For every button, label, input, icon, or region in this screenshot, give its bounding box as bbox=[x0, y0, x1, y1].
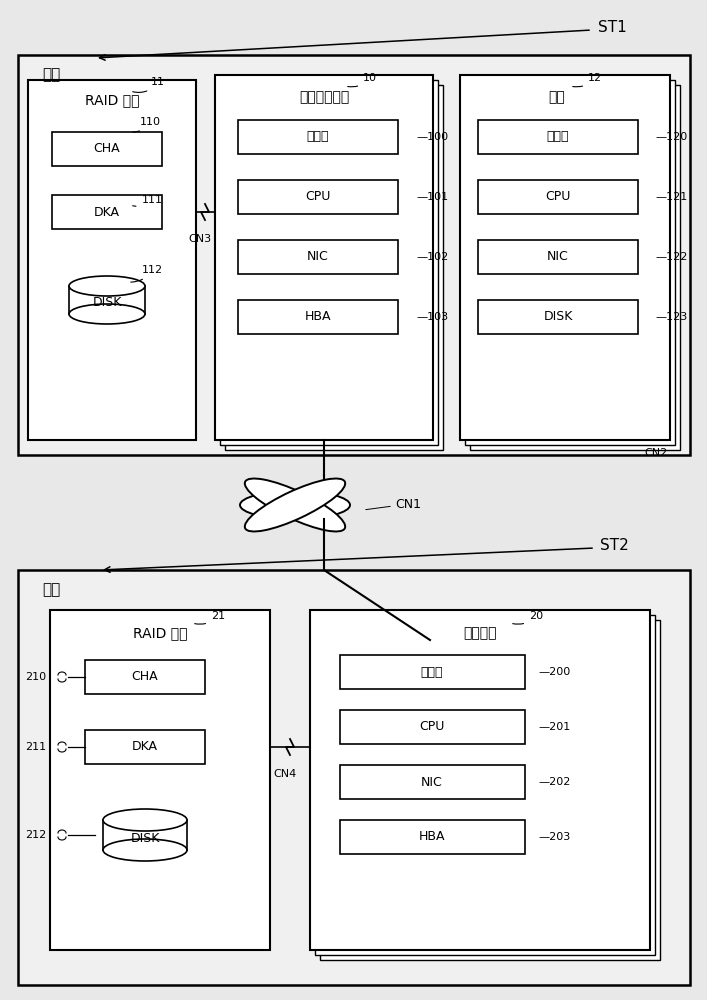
Text: DISK: DISK bbox=[93, 296, 122, 310]
Ellipse shape bbox=[103, 809, 187, 831]
Bar bbox=[52, 195, 162, 229]
Text: —203: —203 bbox=[538, 832, 571, 842]
Bar bbox=[238, 120, 398, 154]
Bar bbox=[238, 240, 398, 274]
Bar bbox=[103, 820, 187, 850]
Text: 21: 21 bbox=[194, 611, 225, 624]
Bar bbox=[478, 240, 638, 274]
Text: 212: 212 bbox=[25, 830, 46, 840]
Text: HBA: HBA bbox=[419, 830, 445, 844]
Text: 110: 110 bbox=[133, 117, 160, 132]
Bar bbox=[215, 75, 433, 440]
Text: 12: 12 bbox=[573, 73, 602, 87]
Bar bbox=[460, 75, 670, 440]
Text: —122: —122 bbox=[655, 252, 687, 262]
Bar bbox=[320, 620, 660, 960]
Text: —200: —200 bbox=[538, 667, 571, 677]
Bar bbox=[340, 765, 525, 799]
Ellipse shape bbox=[240, 491, 350, 519]
Bar bbox=[225, 85, 443, 450]
Ellipse shape bbox=[245, 479, 345, 531]
Text: 存储器: 存储器 bbox=[421, 666, 443, 678]
Ellipse shape bbox=[103, 839, 187, 861]
Bar bbox=[310, 610, 650, 950]
Text: NIC: NIC bbox=[307, 250, 329, 263]
Text: DKA: DKA bbox=[94, 206, 120, 219]
Bar bbox=[470, 85, 680, 450]
Bar bbox=[85, 730, 205, 764]
Text: —101: —101 bbox=[416, 192, 448, 202]
Text: NIC: NIC bbox=[421, 776, 443, 788]
Text: —120: —120 bbox=[655, 132, 687, 142]
Bar bbox=[315, 615, 655, 955]
Bar bbox=[238, 300, 398, 334]
Text: HBA: HBA bbox=[305, 310, 332, 324]
Text: 存储器: 存储器 bbox=[307, 130, 329, 143]
Text: CN1: CN1 bbox=[395, 498, 421, 512]
Text: ST2: ST2 bbox=[600, 538, 629, 552]
Bar bbox=[85, 660, 205, 694]
Text: —201: —201 bbox=[538, 722, 571, 732]
Bar bbox=[465, 80, 675, 445]
Text: DKA: DKA bbox=[132, 740, 158, 754]
Text: 210: 210 bbox=[25, 672, 46, 682]
Text: 文件存储装置: 文件存储装置 bbox=[299, 90, 349, 104]
Bar bbox=[220, 80, 438, 445]
Bar bbox=[50, 610, 270, 950]
Text: 211: 211 bbox=[25, 742, 46, 752]
Text: 20: 20 bbox=[513, 611, 543, 624]
Text: —102: —102 bbox=[416, 252, 448, 262]
Bar bbox=[18, 55, 690, 455]
Text: 111: 111 bbox=[133, 195, 163, 206]
Text: CHA: CHA bbox=[94, 142, 120, 155]
Text: DISK: DISK bbox=[543, 310, 573, 324]
Text: 存储器: 存储器 bbox=[547, 130, 569, 143]
Text: CN3: CN3 bbox=[189, 234, 211, 244]
Ellipse shape bbox=[245, 479, 345, 531]
Text: CHA: CHA bbox=[132, 670, 158, 684]
Bar bbox=[52, 132, 162, 166]
Bar bbox=[28, 80, 196, 440]
Bar bbox=[478, 300, 638, 334]
Text: 核心: 核心 bbox=[42, 582, 60, 597]
Text: 边缘: 边缘 bbox=[42, 68, 60, 83]
Bar bbox=[238, 180, 398, 214]
Bar bbox=[478, 180, 638, 214]
Text: RAID 系统: RAID 系统 bbox=[133, 626, 187, 640]
Text: NIC: NIC bbox=[547, 250, 569, 263]
Text: CN4: CN4 bbox=[274, 769, 297, 779]
Bar bbox=[340, 710, 525, 744]
Text: CN2: CN2 bbox=[645, 448, 668, 458]
Text: —123: —123 bbox=[655, 312, 687, 322]
Ellipse shape bbox=[69, 276, 145, 296]
Text: —103: —103 bbox=[416, 312, 448, 322]
Text: 112: 112 bbox=[131, 265, 163, 282]
Text: CPU: CPU bbox=[305, 190, 331, 204]
Bar bbox=[18, 570, 690, 985]
Bar bbox=[340, 655, 525, 689]
Text: 主机: 主机 bbox=[549, 90, 566, 104]
Text: RAID 系统: RAID 系统 bbox=[85, 93, 139, 107]
Text: —100: —100 bbox=[416, 132, 448, 142]
Text: 11: 11 bbox=[133, 77, 165, 92]
Bar bbox=[340, 820, 525, 854]
Text: 存档装置: 存档装置 bbox=[463, 626, 497, 640]
Text: CPU: CPU bbox=[545, 190, 571, 204]
Text: ST1: ST1 bbox=[598, 20, 626, 35]
Ellipse shape bbox=[69, 304, 145, 324]
Text: 10: 10 bbox=[348, 73, 377, 87]
Text: —202: —202 bbox=[538, 777, 571, 787]
Bar bbox=[69, 286, 145, 314]
Text: DISK: DISK bbox=[130, 832, 160, 844]
Bar bbox=[478, 120, 638, 154]
Text: —121: —121 bbox=[655, 192, 687, 202]
Text: CPU: CPU bbox=[419, 720, 445, 734]
